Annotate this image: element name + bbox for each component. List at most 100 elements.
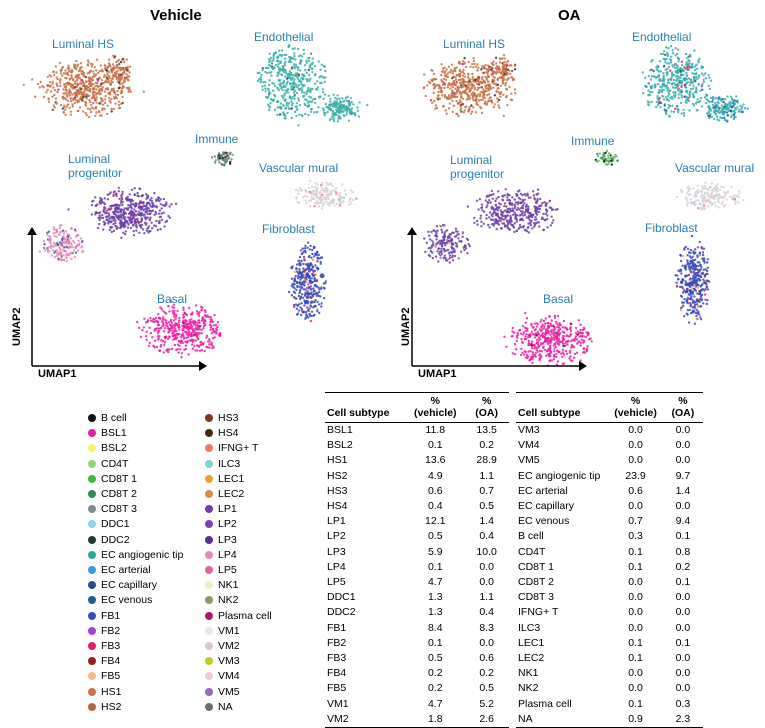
cell-pct-vehicle: 0.2	[406, 666, 464, 681]
legend-label: FB3	[101, 640, 120, 652]
oa-cluster-vascular-mural	[676, 182, 745, 211]
cell-pct-vehicle: 4.7	[406, 575, 464, 590]
legend-item: EC arterial	[88, 564, 151, 576]
legend-swatch	[88, 460, 96, 468]
header-cell-subtype: Cell subtype	[516, 393, 608, 423]
header-cell-subtype: Cell subtype	[325, 393, 406, 423]
vehicle-label-luminal-progenitor-line2: progenitor	[68, 166, 122, 180]
legend-item: CD8T 2	[88, 488, 137, 500]
cell-pct-vehicle: 1.8	[406, 712, 464, 728]
cell-pct-oa: 0.2	[464, 438, 509, 453]
legend-swatch	[205, 596, 213, 604]
cell-pct-vehicle: 0.0	[608, 590, 662, 605]
legend-item: LP1	[205, 503, 237, 515]
cell-pct-oa: 0.0	[663, 453, 703, 468]
cell-pct-oa: 8.3	[464, 621, 509, 636]
cell-pct-oa: 1.1	[464, 469, 509, 484]
cell-pct-vehicle: 0.1	[608, 636, 662, 651]
legend-item: VM3	[205, 655, 240, 667]
legend-swatch	[205, 703, 213, 711]
cell-pct-oa: 0.0	[663, 590, 703, 605]
oa-label-immune: Immune	[571, 134, 614, 148]
legend-item: EC venous	[88, 594, 152, 606]
legend-label: LP4	[218, 549, 237, 561]
legend-item: VM5	[205, 686, 240, 698]
cell-pct-vehicle: 0.1	[406, 636, 464, 651]
legend-swatch	[205, 566, 213, 574]
legend-label: FB4	[101, 655, 120, 667]
cell-subtype: LP2	[325, 529, 406, 544]
cell-pct-oa: 9.4	[663, 514, 703, 529]
cell-pct-vehicle: 4.7	[406, 697, 464, 712]
cell-subtype: BSL1	[325, 423, 406, 439]
legend-label: NK1	[218, 579, 238, 591]
legend-swatch	[205, 414, 213, 422]
cell-pct-vehicle: 0.0	[608, 621, 662, 636]
cell-pct-vehicle: 0.0	[608, 423, 662, 439]
legend-item: NA	[205, 701, 233, 713]
legend-item: FB1	[88, 610, 120, 622]
legend-item: DDC1	[88, 518, 130, 530]
cell-subtype: CD4T	[516, 545, 608, 560]
legend-label: LEC1	[218, 473, 244, 485]
cell-pct-oa: 0.6	[464, 651, 509, 666]
legend-label: EC venous	[101, 594, 152, 606]
legend-swatch	[205, 551, 213, 559]
cell-pct-vehicle: 13.6	[406, 453, 464, 468]
cell-pct-vehicle: 4.9	[406, 469, 464, 484]
legend-label: BSL2	[101, 442, 127, 454]
cell-pct-vehicle: 8.4	[406, 621, 464, 636]
cell-pct-vehicle: 0.1	[608, 545, 662, 560]
cell-pct-vehicle: 0.4	[406, 499, 464, 514]
cell-pct-oa: 5.2	[464, 697, 509, 712]
legend-item: DDC2	[88, 534, 130, 546]
oa-axes	[405, 225, 615, 375]
legend-label: LP1	[218, 503, 237, 515]
legend-swatch	[88, 536, 96, 544]
cell-subtype: FB4	[325, 666, 406, 681]
oa-label-fibroblast: Fibroblast	[645, 221, 698, 235]
legend-swatch	[88, 414, 96, 422]
cell-pct-vehicle: 0.9	[608, 712, 662, 728]
legend-label: FB5	[101, 670, 120, 682]
legend-item: CD4T	[88, 458, 128, 470]
vehicle-label-luminal-progenitor: Luminal progenitor	[68, 152, 122, 180]
legend-swatch	[205, 536, 213, 544]
cell-subtype: VM2	[325, 712, 406, 728]
legend-item: FB5	[88, 670, 120, 682]
legend-swatch	[88, 642, 96, 650]
cell-subtype: VM1	[325, 697, 406, 712]
vehicle-label-luminal-progenitor-line1: Luminal	[68, 152, 122, 166]
legend-item: LP4	[205, 549, 237, 561]
cell-pct-oa: 0.0	[663, 423, 703, 439]
cell-pct-oa: 2.3	[663, 712, 703, 728]
cell-subtype: EC capillary	[516, 499, 608, 514]
legend-label: LEC2	[218, 488, 244, 500]
legend-swatch	[88, 688, 96, 696]
cell-subtype: Plasma cell	[516, 697, 608, 712]
cell-subtype: VM3	[516, 423, 608, 439]
cell-subtype: LP4	[325, 560, 406, 575]
legend-item: LEC2	[205, 488, 244, 500]
cell-subtype: ILC3	[516, 621, 608, 636]
cell-pct-vehicle: 23.9	[608, 469, 662, 484]
cell-pct-vehicle: 0.0	[608, 453, 662, 468]
cell-subtype: VM5	[516, 453, 608, 468]
cell-pct-oa: 0.1	[663, 529, 703, 544]
cell-pct-oa: 0.0	[464, 636, 509, 651]
vehicle-label-vascular-mural: Vascular mural	[259, 161, 338, 175]
legend-item: HS3	[205, 412, 238, 424]
